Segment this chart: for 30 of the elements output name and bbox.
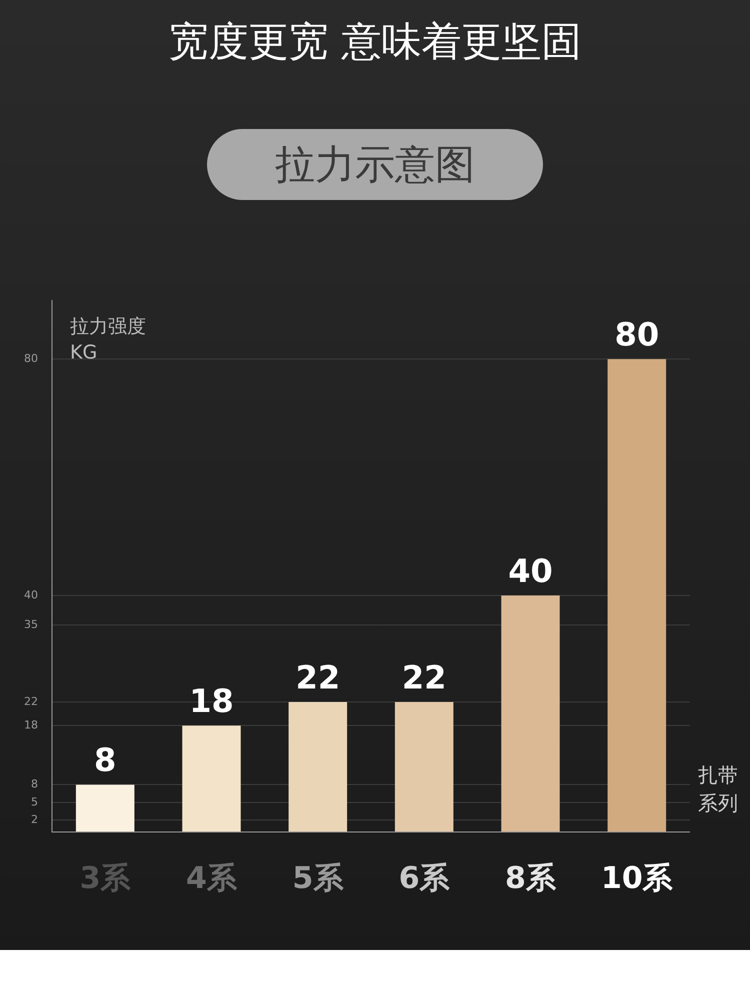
data-label: 22 (402, 658, 446, 696)
x-tick-label: 8系 (505, 860, 557, 896)
data-label: 18 (189, 682, 234, 720)
data-label: 80 (614, 315, 660, 354)
x-tick-label: 5系 (292, 860, 344, 896)
x-tick-label: 4系 (186, 860, 238, 896)
x-axis-title: 扎带系列 (698, 763, 738, 816)
x-tick-label: 10系 (600, 860, 674, 896)
x-tick-label: 6系 (398, 860, 451, 896)
x-tick-label: 3系 (80, 860, 132, 896)
y-tick-label: 2 (30, 813, 38, 826)
bar (288, 702, 348, 832)
chart-title: 宽度更宽 意味着更坚固 (168, 18, 582, 67)
y-tick-label: 80 (24, 352, 38, 365)
y-tick-label: 18 (24, 718, 38, 732)
bar (76, 784, 134, 832)
bar (608, 359, 666, 832)
y-tick-label: 22 (24, 694, 38, 708)
y-axis-title: 拉力强度 KG (70, 315, 146, 364)
data-label: 8 (94, 741, 116, 780)
y-tick-label: 8 (30, 778, 38, 791)
chart-subtitle: 拉力示意图 (207, 129, 543, 200)
data-label: 40 (508, 552, 553, 590)
y-tick-label: 5 (30, 795, 38, 808)
y-tick-label: 40 (24, 588, 38, 602)
bar (394, 702, 454, 832)
bar (182, 726, 241, 832)
bar (501, 596, 560, 832)
data-label: 22 (296, 658, 340, 696)
y-tick-label: 35 (24, 618, 38, 631)
